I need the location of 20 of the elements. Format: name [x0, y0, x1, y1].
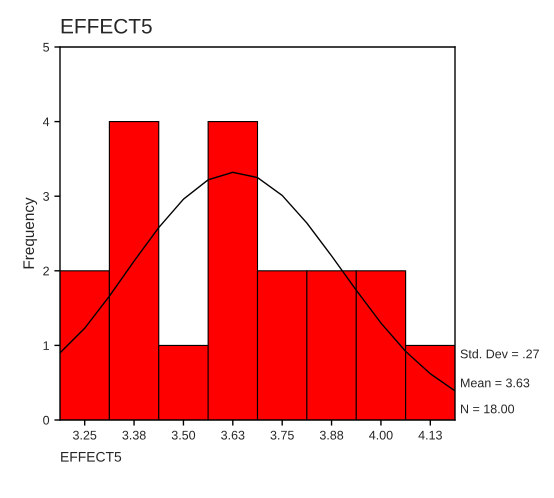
- y-tick-label: 3: [43, 192, 50, 201]
- x-tick-label: 3.50: [172, 430, 196, 440]
- y-tick-label: 0: [43, 416, 50, 425]
- x-tick-label: 3.25: [73, 430, 96, 440]
- x-tick-label: 3.63: [221, 430, 244, 440]
- x-axis-title: EFFECT5: [61, 452, 122, 462]
- y-axis-title: Frequency: [23, 197, 38, 268]
- x-tick-label: 3.88: [320, 430, 344, 440]
- y-tick-label: 4: [42, 118, 50, 126]
- x-tick-label: 3.75: [270, 430, 294, 440]
- x-tick-label: 3.38: [122, 430, 146, 440]
- y-tick-label: 1: [44, 341, 49, 350]
- text: Std. Dev = .27: [460, 349, 539, 358]
- y-tick-label: 2: [43, 266, 49, 276]
- chart-title: EFFECT5: [62, 18, 152, 34]
- y-tick-label: 5: [43, 42, 50, 52]
- text: N = 18.00: [461, 404, 514, 414]
- x-tick-label: 4.13: [418, 430, 442, 440]
- x-tick-label: 4.00: [369, 430, 393, 440]
- text: Mean = 3.63: [461, 378, 530, 388]
